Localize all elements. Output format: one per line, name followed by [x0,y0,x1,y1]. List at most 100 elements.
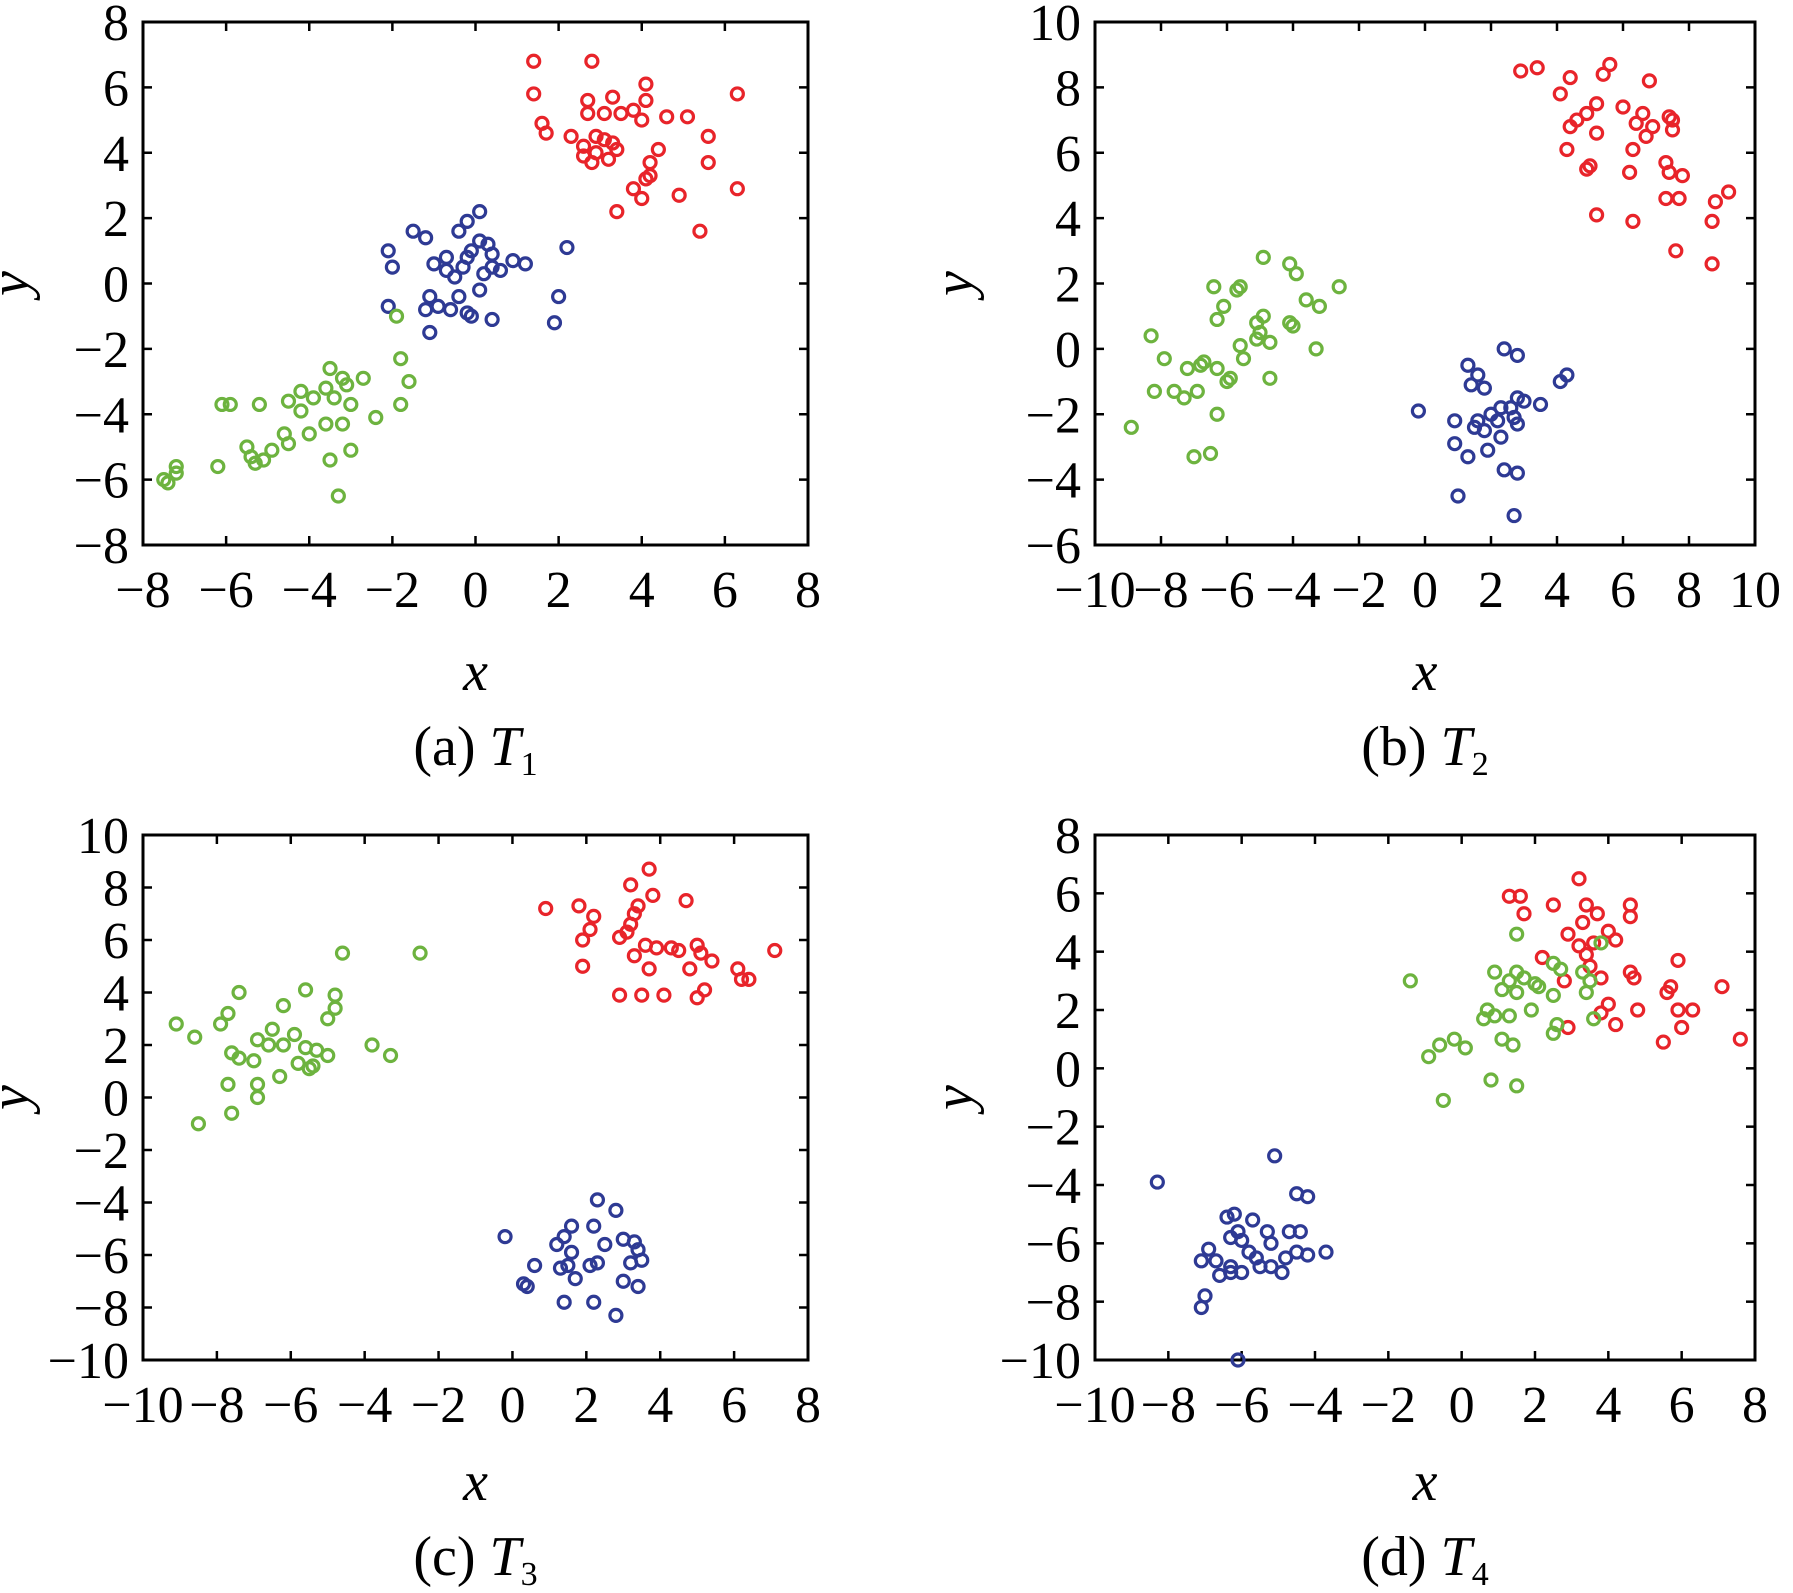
y-tick-label: 4 [103,966,129,1023]
data-point [1505,1037,1521,1053]
x-tick-label: −6 [263,1377,318,1434]
data-point [261,1037,277,1053]
caption-symbol: T [490,716,525,778]
data-point [380,243,396,259]
data-point [584,154,600,171]
data-point [1509,926,1525,942]
data-point [1671,190,1687,207]
data-point [1638,128,1654,145]
data-point [1476,380,1493,396]
series-blue [1149,1148,1334,1368]
data-point [519,1278,535,1295]
data-point [297,982,314,998]
data-point [1512,888,1528,904]
series-red [526,53,745,239]
data-point [1509,347,1526,364]
data-point [190,1116,207,1132]
data-point [589,1255,606,1271]
data-point [1714,979,1730,995]
data-point [605,89,621,105]
data-point [556,1294,572,1310]
data-point [301,1061,317,1077]
data-point [1575,914,1591,931]
data-point [330,488,346,504]
y-tick-label: 6 [103,60,129,117]
data-point [1704,213,1720,229]
data-point [1318,1244,1334,1260]
x-tick-label: 4 [647,1377,673,1434]
x-tick-label: −4 [1287,1377,1342,1434]
panel-caption: (b) T2 [1361,716,1488,783]
y-tick-label: −8 [74,1281,129,1338]
data-point [1123,419,1139,435]
data-point [638,76,654,92]
y-tick-label: 0 [1055,1041,1081,1098]
data-point [729,86,745,102]
data-point [1545,987,1561,1004]
data-point [1331,279,1347,295]
data-point [689,990,705,1006]
data-point [575,958,591,974]
data-point [393,396,409,413]
panel-caption: (c) T3 [413,1526,537,1593]
data-point [1262,334,1278,350]
panel-caption: (a) T1 [413,716,537,783]
data-point [1245,1212,1261,1228]
data-point [1463,377,1479,393]
y-tick-label: −6 [1026,1216,1081,1273]
data-point [588,128,604,145]
data-point [380,298,396,314]
data-point [1206,279,1222,295]
x-tick-label: 6 [712,562,738,619]
data-point [580,105,596,122]
x-tick-label: 2 [1522,1377,1548,1434]
data-point [767,942,783,959]
data-point [582,1257,598,1274]
data-point [679,109,696,125]
data-point [224,1105,240,1121]
data-point [1300,1189,1316,1205]
data-point [1501,1008,1517,1024]
data-point [1219,1209,1235,1225]
data-point [447,269,463,285]
caption-subscript: 4 [1472,1556,1489,1593]
data-point [641,861,657,877]
data-point [1579,161,1595,177]
data-point [1476,422,1493,439]
data-point [1661,109,1677,125]
data-point [1529,60,1545,76]
data-point [1516,906,1532,922]
data-point [551,288,567,305]
data-point [1625,141,1641,158]
data-point [630,1278,646,1295]
y-tick-label: −4 [1026,1158,1081,1215]
data-point [451,223,467,239]
series-green [156,308,417,504]
data-point [1509,984,1525,1001]
data-point [222,396,238,413]
data-point [476,266,492,282]
x-tick-label: −8 [1141,1377,1196,1434]
data-point [1586,1011,1602,1027]
data-point [1201,1241,1217,1257]
data-point [1196,354,1212,370]
data-point [322,452,338,468]
data-point [212,1016,229,1032]
x-tick-label: 0 [499,1377,525,1434]
x-tick-label: 4 [1595,1377,1621,1434]
data-point [638,171,654,187]
data-point [401,373,417,390]
x-tick-label: −2 [1361,1377,1416,1434]
data-point [1470,367,1486,383]
y-tick-label: 4 [1055,191,1081,248]
data-point [526,86,542,102]
data-point [343,442,359,458]
data-point [160,475,176,491]
data-point [693,945,709,961]
data-point [459,213,475,229]
caption-symbol: T [1441,1526,1476,1588]
x-tick-label: −4 [1265,562,1320,619]
data-point [704,953,720,969]
